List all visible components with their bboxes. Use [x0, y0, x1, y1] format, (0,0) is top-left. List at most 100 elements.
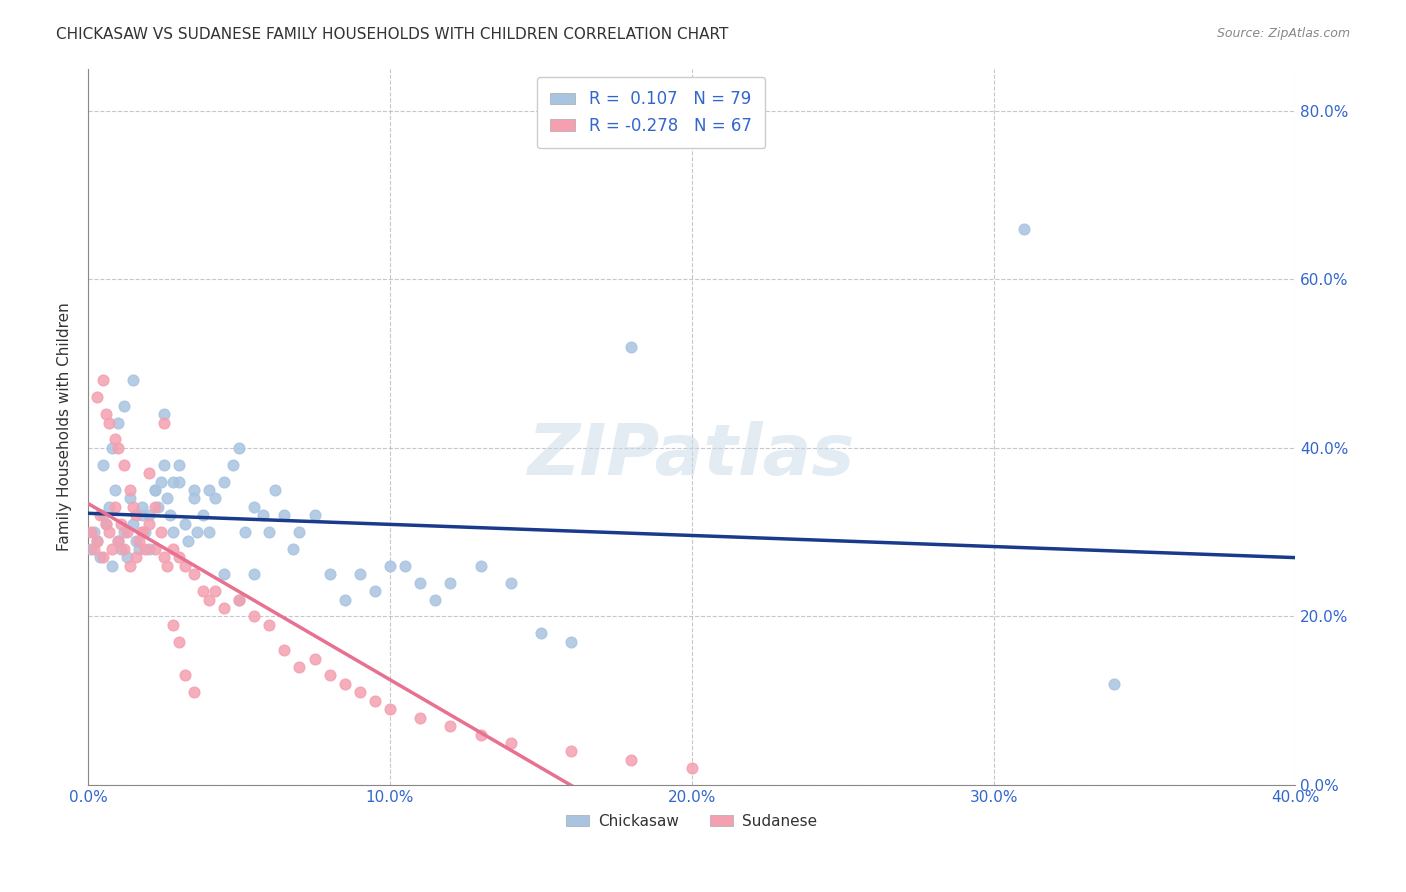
Point	[499, 575, 522, 590]
Point	[204, 584, 226, 599]
Point	[146, 500, 169, 514]
Point	[117, 525, 139, 540]
Point	[152, 458, 174, 472]
Point	[156, 558, 179, 573]
Text: ZIPatlas: ZIPatlas	[529, 421, 855, 490]
Point	[143, 483, 166, 497]
Point	[173, 558, 195, 573]
Point	[183, 685, 205, 699]
Point	[89, 550, 111, 565]
Point	[80, 542, 103, 557]
Point	[243, 609, 266, 624]
Point	[243, 500, 266, 514]
Point	[318, 567, 340, 582]
Point	[204, 491, 226, 506]
Point	[273, 508, 295, 523]
Point	[86, 533, 108, 548]
Point	[131, 508, 153, 523]
Point	[143, 483, 166, 497]
Point	[104, 483, 127, 497]
Point	[273, 643, 295, 657]
Point	[228, 441, 250, 455]
Point	[128, 542, 150, 557]
Point	[143, 542, 166, 557]
Point	[191, 508, 214, 523]
Point	[112, 525, 135, 540]
Point	[134, 542, 156, 557]
Point	[183, 491, 205, 506]
Point	[499, 736, 522, 750]
Point	[125, 508, 148, 523]
Point	[364, 694, 387, 708]
Point	[138, 466, 160, 480]
Legend: Chickasaw, Sudanese: Chickasaw, Sudanese	[561, 807, 824, 835]
Point	[1012, 221, 1035, 235]
Point	[83, 542, 105, 557]
Point	[101, 558, 124, 573]
Point	[439, 575, 461, 590]
Point	[91, 458, 114, 472]
Point	[96, 516, 118, 531]
Point	[409, 711, 432, 725]
Point	[131, 500, 153, 514]
Point	[134, 525, 156, 540]
Point	[304, 508, 326, 523]
Point	[560, 744, 582, 758]
Point	[304, 651, 326, 665]
Point	[620, 340, 643, 354]
Point	[183, 483, 205, 497]
Point	[138, 508, 160, 523]
Point	[156, 491, 179, 506]
Point	[112, 458, 135, 472]
Point	[80, 525, 103, 540]
Point	[86, 390, 108, 404]
Point	[107, 441, 129, 455]
Point	[122, 516, 145, 531]
Point	[96, 516, 118, 531]
Point	[173, 668, 195, 682]
Point	[122, 500, 145, 514]
Point	[91, 508, 114, 523]
Point	[177, 533, 200, 548]
Point	[162, 525, 184, 540]
Point	[91, 550, 114, 565]
Point	[107, 416, 129, 430]
Point	[138, 516, 160, 531]
Point	[149, 475, 172, 489]
Point	[228, 592, 250, 607]
Point	[86, 533, 108, 548]
Point	[91, 374, 114, 388]
Point	[117, 550, 139, 565]
Point	[470, 727, 492, 741]
Point	[89, 508, 111, 523]
Point	[125, 550, 148, 565]
Point	[152, 416, 174, 430]
Point	[98, 525, 121, 540]
Point	[212, 601, 235, 615]
Point	[222, 458, 245, 472]
Point	[101, 542, 124, 557]
Point	[288, 660, 311, 674]
Point	[243, 567, 266, 582]
Point	[1104, 677, 1126, 691]
Point	[149, 525, 172, 540]
Point	[98, 416, 121, 430]
Text: CHICKASAW VS SUDANESE FAMILY HOUSEHOLDS WITH CHILDREN CORRELATION CHART: CHICKASAW VS SUDANESE FAMILY HOUSEHOLDS …	[56, 27, 728, 42]
Point	[228, 592, 250, 607]
Point	[98, 500, 121, 514]
Point	[107, 533, 129, 548]
Point	[212, 475, 235, 489]
Point	[264, 483, 287, 497]
Point	[162, 618, 184, 632]
Point	[257, 618, 280, 632]
Point	[333, 677, 356, 691]
Point	[167, 634, 190, 648]
Point	[257, 525, 280, 540]
Point	[152, 407, 174, 421]
Point	[186, 525, 208, 540]
Point	[120, 558, 142, 573]
Point	[104, 433, 127, 447]
Point	[131, 525, 153, 540]
Point	[110, 516, 132, 531]
Point	[167, 458, 190, 472]
